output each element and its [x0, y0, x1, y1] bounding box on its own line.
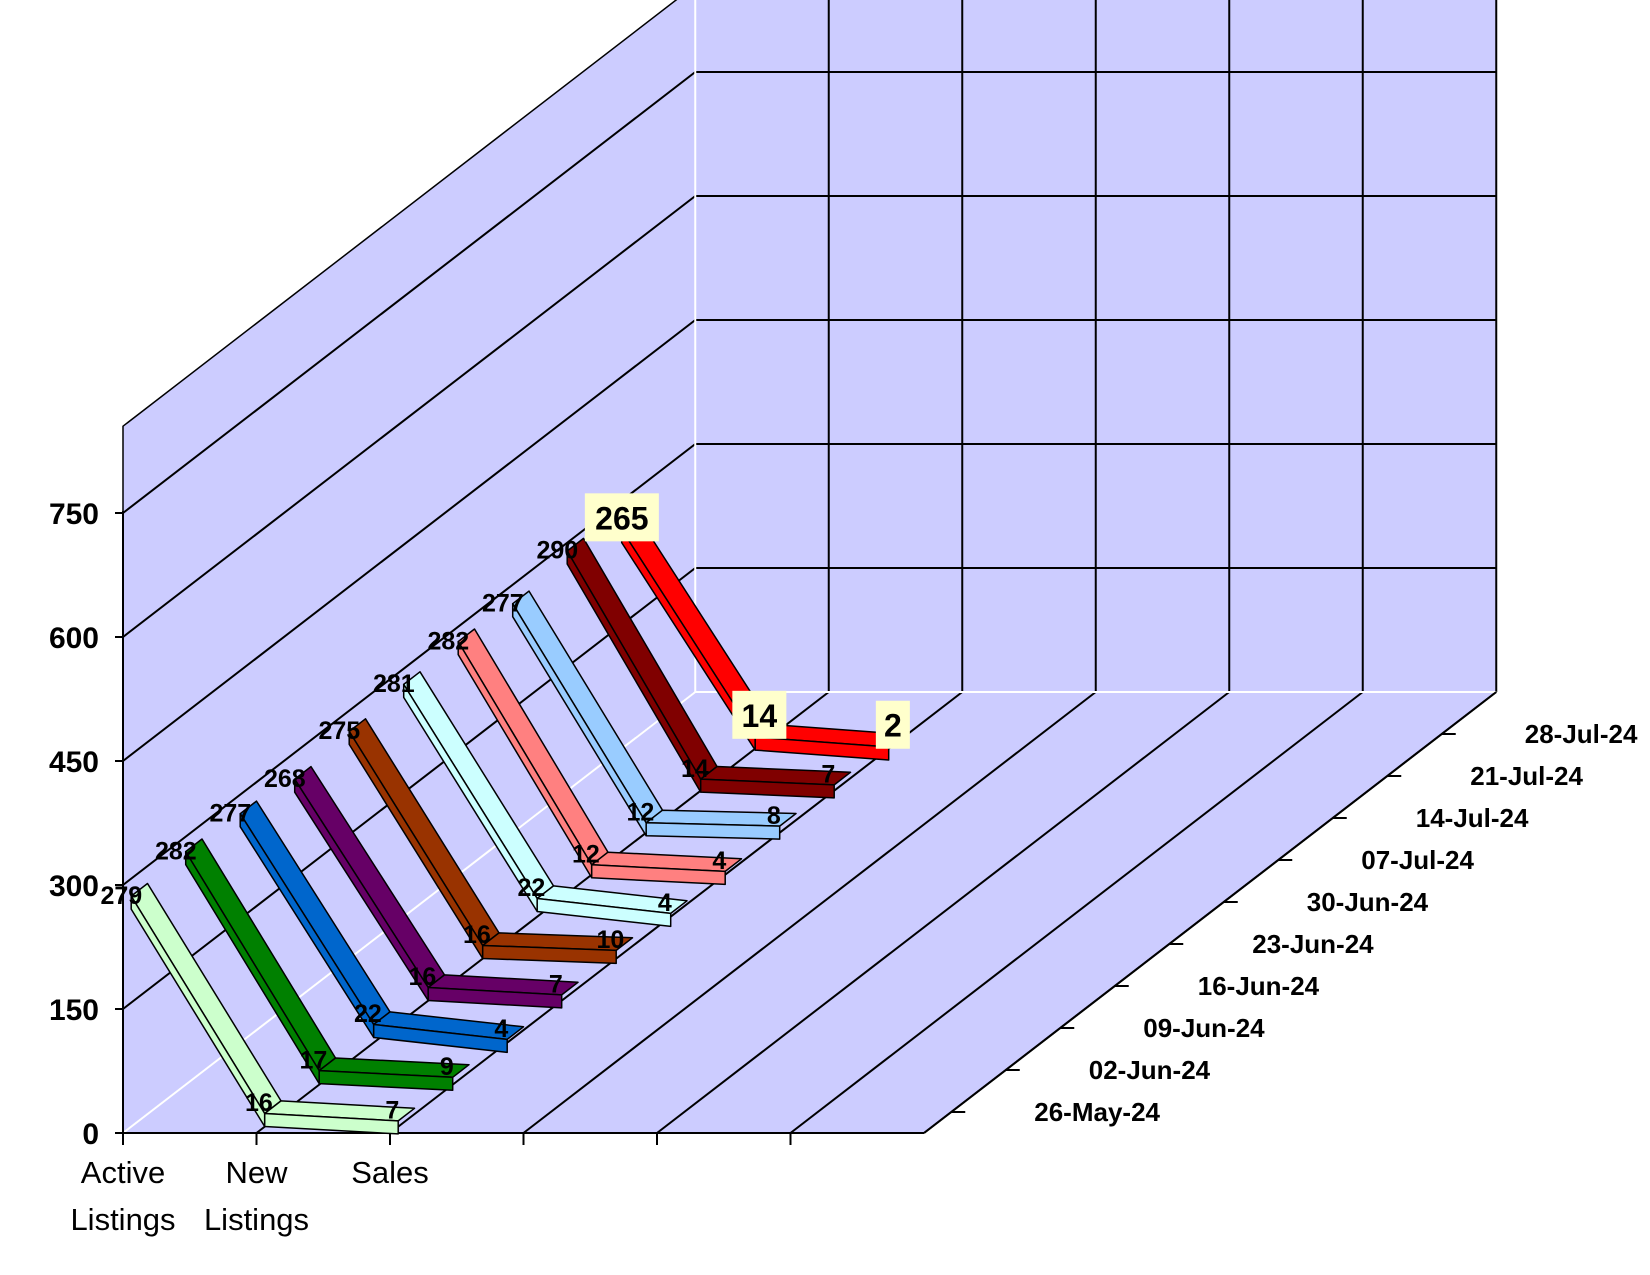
value-label: 22 [517, 874, 545, 902]
value-label: 12 [626, 798, 654, 826]
series-ribbon [457, 628, 743, 886]
depth-axis [923, 691, 1497, 1134]
value-label: 22 [354, 1000, 382, 1028]
series-ribbon [402, 671, 688, 928]
value-label: 279 [100, 882, 142, 910]
series-date-label: 23-Jun-24 [1252, 929, 1374, 959]
value-label: 281 [373, 670, 415, 698]
value-label: 7 [821, 761, 835, 789]
series-segment [590, 864, 726, 886]
series-segment [263, 1112, 399, 1135]
value-label: 277 [209, 799, 251, 827]
value-label: 17 [299, 1046, 327, 1074]
y-tick-label: 750 [49, 498, 99, 531]
series-date-label: 16-Jun-24 [1198, 971, 1320, 1001]
series-date-label: 21-Jul-24 [1470, 761, 1583, 791]
floor-gridline [656, 691, 1230, 1134]
y-tick-label: 300 [49, 870, 99, 903]
value-label: 12 [572, 840, 600, 868]
series-date-label: 09-Jun-24 [1143, 1013, 1265, 1043]
series-ribbon [184, 838, 470, 1092]
value-label: 8 [767, 802, 781, 830]
y-tick-label: 600 [49, 622, 99, 655]
series-ribbon [293, 765, 579, 1009]
series-segment [754, 736, 890, 761]
value-label: 290 [536, 537, 578, 565]
value-label: 4 [494, 1015, 508, 1043]
series-date-label: 07-Jul-24 [1361, 845, 1474, 875]
value-label-box [584, 493, 659, 542]
value-label: 16 [245, 1089, 273, 1117]
value-label: 7 [549, 971, 563, 999]
y-tick-label: 450 [49, 746, 99, 779]
series-segment [318, 1069, 454, 1092]
series-date-label: 28-Jul-24 [1525, 719, 1638, 749]
series-segment [645, 822, 781, 840]
value-label: 265 [595, 500, 648, 536]
value-label: 14 [742, 698, 778, 734]
floor-gridline [789, 691, 1364, 1134]
value-label: 4 [712, 847, 726, 875]
series-segment [699, 778, 835, 799]
value-label: 277 [482, 589, 524, 617]
series-date-label: 26-May-24 [1034, 1097, 1160, 1127]
value-label: 2 [884, 708, 902, 744]
value-label-box [875, 700, 910, 749]
floor-gridline [522, 691, 1097, 1134]
value-label: 268 [264, 765, 306, 793]
category-label: Sales [351, 1155, 429, 1190]
series-segment [372, 1023, 508, 1054]
series-date-label: 02-Jun-24 [1089, 1055, 1211, 1085]
floor-gridline [389, 691, 963, 1134]
value-label: 16 [408, 963, 436, 991]
value-label-box [732, 690, 787, 739]
category-label: Active Listings [70, 1155, 175, 1237]
value-label: 4 [658, 889, 672, 917]
series-ribbon [566, 537, 852, 799]
series-ribbon [620, 516, 906, 761]
y-tick-label: 150 [49, 994, 99, 1027]
series-ribbon [239, 800, 525, 1054]
chart-labels: 265 14 2 290 14 7 277 12 8 282 12 4 281 22 4 275 16 10 268… [100, 493, 910, 1125]
category-label: New Listings [204, 1155, 309, 1237]
value-label: 282 [427, 627, 469, 655]
value-label: 9 [440, 1053, 454, 1081]
value-label: 10 [596, 926, 624, 954]
value-label: 16 [463, 921, 491, 949]
y-tick-label: 0 [82, 1118, 99, 1151]
series-ribbon [348, 718, 634, 965]
series-date-label: 14-Jul-24 [1416, 803, 1529, 833]
series-ribbon [130, 882, 416, 1135]
series-segment [427, 986, 563, 1009]
value-label: 282 [155, 837, 197, 865]
value-label: 275 [318, 717, 360, 745]
chart-series [130, 516, 906, 1135]
series-segment [536, 897, 672, 928]
value-label: 14 [681, 755, 709, 783]
value-label: 7 [385, 1097, 399, 1125]
series-ribbon [511, 590, 797, 840]
chart-axes: 0 150 300 450 600 750 Active Listings New Listing… [49, 498, 1638, 1237]
series-date-label: 30-Jun-24 [1307, 887, 1429, 917]
series-segment [481, 944, 617, 965]
